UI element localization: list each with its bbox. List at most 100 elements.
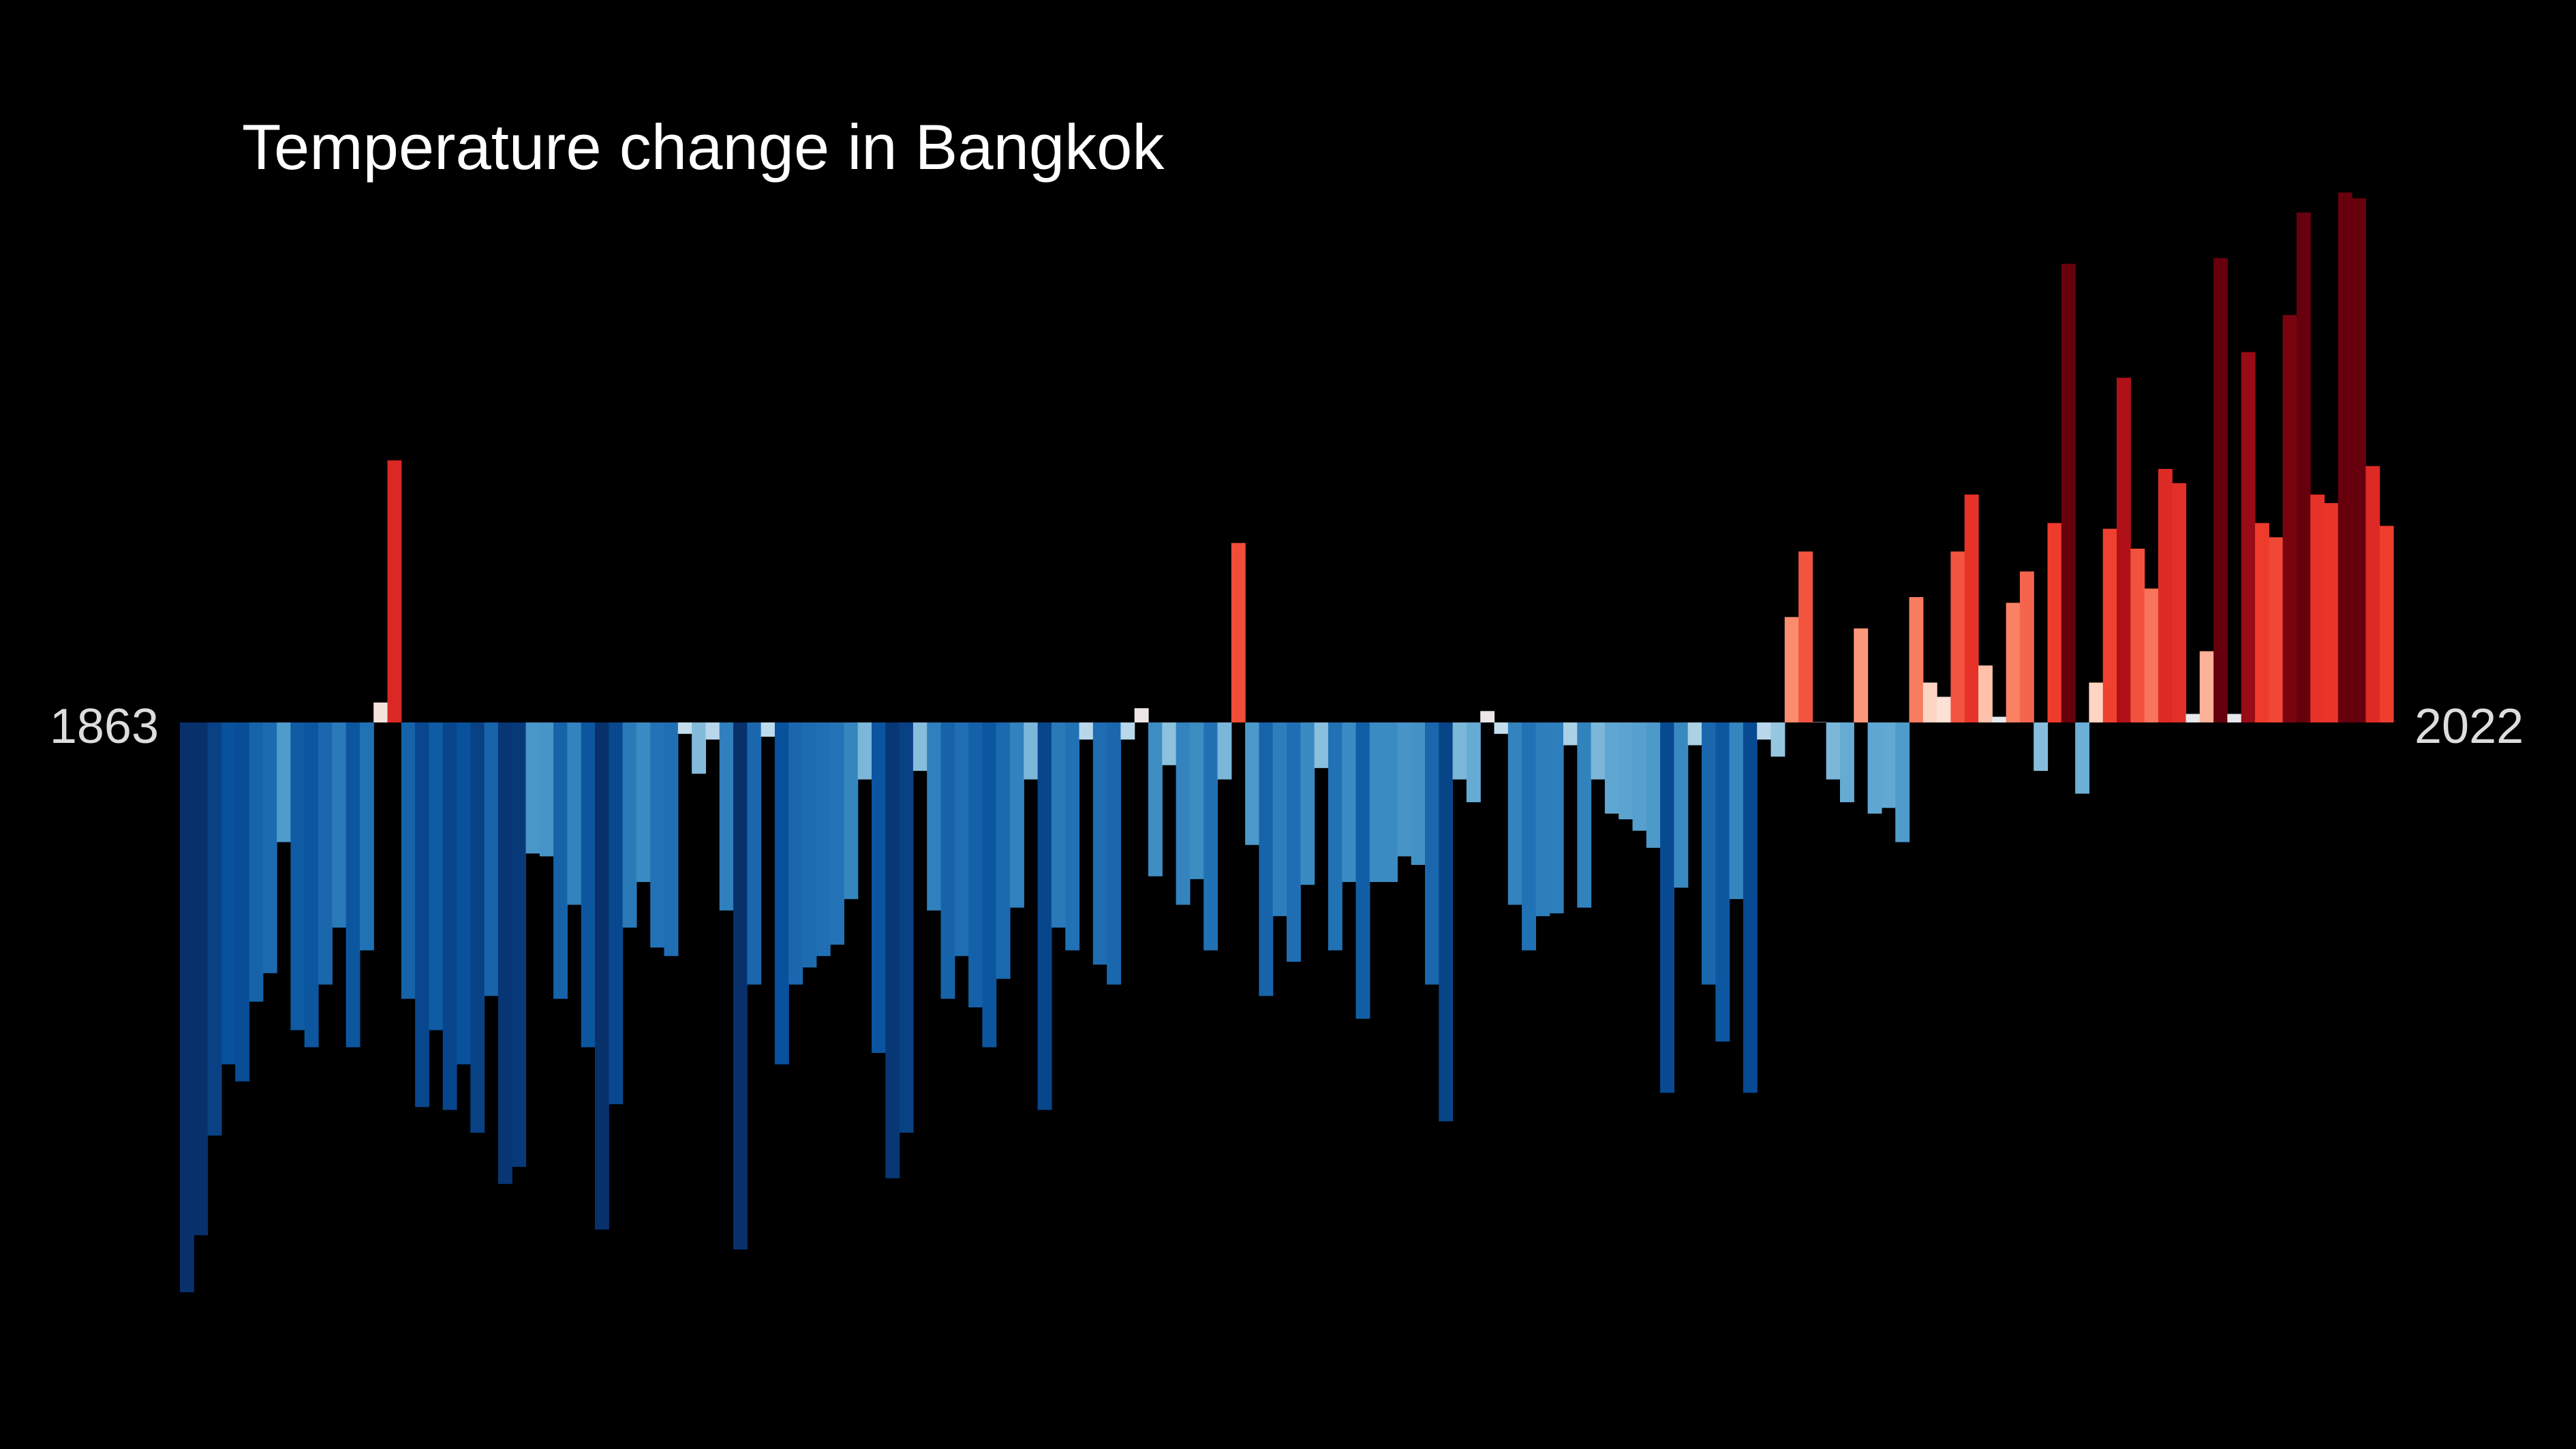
bar-1960 — [1522, 722, 1536, 951]
bar-1896 — [636, 722, 651, 883]
bar-1872 — [304, 722, 319, 1048]
bar-1868 — [249, 722, 264, 1002]
bar-1883 — [457, 722, 471, 1065]
bar-1941 — [1259, 722, 1274, 996]
bar-1873 — [318, 722, 333, 985]
bar-1887 — [512, 722, 527, 1168]
bar-1863 — [180, 722, 194, 1292]
bar-2008 — [2186, 714, 2201, 722]
bar-1953 — [1425, 722, 1439, 985]
bar-2011 — [2227, 714, 2242, 722]
bar-1904 — [747, 722, 762, 985]
bar-1918 — [940, 722, 955, 999]
bar-1923 — [1010, 722, 1024, 908]
bar-1916 — [913, 722, 927, 772]
bar-1902 — [719, 722, 734, 911]
bar-1922 — [996, 722, 1011, 979]
bar-1963 — [1563, 722, 1578, 746]
bar-1978 — [1770, 722, 1785, 757]
bar-1865 — [207, 722, 222, 1136]
bar-2009 — [2199, 651, 2214, 722]
bar-2020 — [2352, 198, 2366, 722]
bar-1964 — [1577, 722, 1592, 908]
bar-1949 — [1369, 722, 1384, 883]
bar-2000 — [2075, 722, 2089, 794]
bar-1961 — [1535, 722, 1550, 917]
bar-1987 — [1895, 722, 1910, 842]
bar-1903 — [733, 722, 748, 1250]
bar-1948 — [1355, 722, 1370, 1019]
bar-1881 — [429, 722, 444, 1031]
bar-1910 — [830, 722, 844, 945]
bar-1992 — [1964, 494, 1979, 722]
bar-1871 — [290, 722, 305, 1031]
bar-1880 — [415, 722, 429, 1108]
bar-1931 — [1120, 722, 1135, 740]
bar-1909 — [816, 722, 831, 956]
bar-1975 — [1729, 722, 1744, 900]
bar-1968 — [1632, 722, 1647, 831]
bar-1912 — [857, 722, 872, 780]
bar-1990 — [1937, 697, 1951, 722]
bar-1867 — [235, 722, 250, 1082]
bar-1921 — [982, 722, 997, 1048]
bar-1876 — [359, 722, 374, 951]
bar-1892 — [581, 722, 596, 1048]
bar-1882 — [442, 722, 457, 1110]
bar-1951 — [1397, 722, 1412, 857]
bar-2021 — [2365, 466, 2380, 722]
bar-1972 — [1687, 722, 1702, 746]
bar-1898 — [664, 722, 679, 956]
bar-1878 — [387, 460, 402, 722]
bar-1985 — [1867, 722, 1882, 814]
bar-1959 — [1507, 722, 1522, 905]
bar-1934 — [1162, 722, 1177, 765]
bar-1936 — [1189, 722, 1204, 879]
bar-1877 — [373, 702, 388, 722]
bar-1983 — [1840, 722, 1854, 803]
bar-1919 — [954, 722, 969, 956]
bar-1932 — [1134, 708, 1149, 722]
bar-2018 — [2324, 503, 2339, 722]
start-year-label: 1863 — [50, 699, 159, 754]
bar-1874 — [332, 722, 347, 928]
bar-series — [180, 192, 2394, 1292]
bar-1935 — [1176, 722, 1191, 905]
bar-1952 — [1411, 722, 1426, 865]
bar-1965 — [1591, 722, 1606, 780]
bar-1879 — [401, 722, 416, 999]
bar-1930 — [1107, 722, 1121, 985]
bar-1890 — [553, 722, 568, 999]
bar-1933 — [1148, 722, 1163, 876]
bar-1946 — [1328, 722, 1343, 951]
bar-2013 — [2255, 523, 2269, 722]
bar-1894 — [609, 722, 624, 1105]
bar-1914 — [885, 722, 900, 1178]
bar-1917 — [927, 722, 942, 911]
bar-1925 — [1037, 722, 1052, 1110]
bar-1999 — [2061, 264, 2076, 722]
bar-1973 — [1702, 722, 1716, 985]
bar-1956 — [1466, 722, 1481, 803]
bar-1884 — [470, 722, 485, 1133]
bar-2014 — [2269, 537, 2284, 722]
bar-2010 — [2213, 258, 2228, 722]
bar-1980 — [1798, 551, 1813, 722]
bar-2022 — [2379, 525, 2394, 722]
bar-1969 — [1646, 722, 1661, 848]
bar-1913 — [872, 722, 886, 1053]
bar-1944 — [1300, 722, 1315, 885]
bar-1947 — [1342, 722, 1357, 883]
bar-1981 — [1812, 722, 1826, 723]
bar-1940 — [1245, 722, 1259, 845]
bar-2012 — [2241, 352, 2256, 722]
bar-1970 — [1660, 722, 1674, 1093]
bar-1993 — [1978, 665, 1993, 722]
bar-1939 — [1231, 543, 1246, 722]
bar-1915 — [899, 722, 914, 1133]
bar-2004 — [2130, 549, 2145, 722]
bar-1893 — [595, 722, 609, 1230]
bar-1885 — [484, 722, 499, 996]
bar-1979 — [1784, 617, 1799, 722]
